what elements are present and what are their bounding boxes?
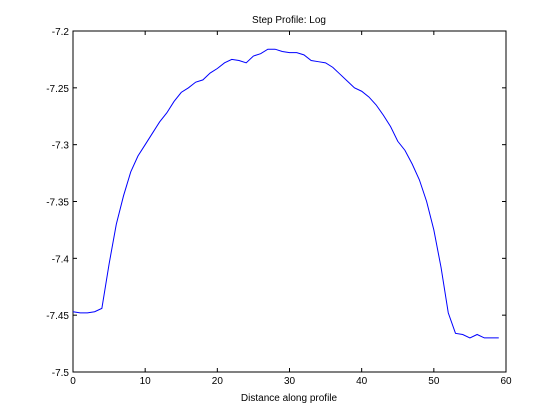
y-tick-label: -7.35 [46,198,69,209]
series-layer [72,48,499,339]
y-tick-label: -7.25 [46,84,69,95]
chart-title: Step Profile: Log [252,15,326,26]
x-axis-label: Distance along profile [241,393,338,404]
x-tick-label: 60 [500,376,512,387]
x-tick-label: 30 [284,376,296,387]
x-tick-label: 20 [212,376,224,387]
plot-frame [72,30,507,373]
y-tick-label: -7.3 [52,141,70,152]
y-tick-label: -7.45 [46,311,69,322]
plot-area [72,30,507,373]
axis-ticks: 0 10 20 30 40 50 60 -7.5 -7.45 -7.4 -7.35 -7.3 -7.25… [46,27,512,387]
series-line [72,48,499,339]
x-tick-label: 10 [140,376,152,387]
x-tick-label: 40 [356,376,368,387]
y-tick-label: -7.5 [52,368,70,379]
x-tick-label: 50 [428,376,440,387]
x-tick-label: 0 [70,376,76,387]
y-tick-label: -7.4 [52,254,70,265]
y-tick-label: -7.2 [52,27,70,38]
